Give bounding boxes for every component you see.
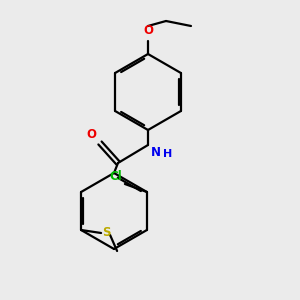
- Text: H: H: [163, 149, 172, 159]
- Text: S: S: [102, 226, 111, 239]
- Text: O: O: [143, 24, 153, 37]
- Text: O: O: [86, 128, 96, 141]
- Text: Cl: Cl: [109, 170, 122, 183]
- Text: N: N: [151, 146, 161, 159]
